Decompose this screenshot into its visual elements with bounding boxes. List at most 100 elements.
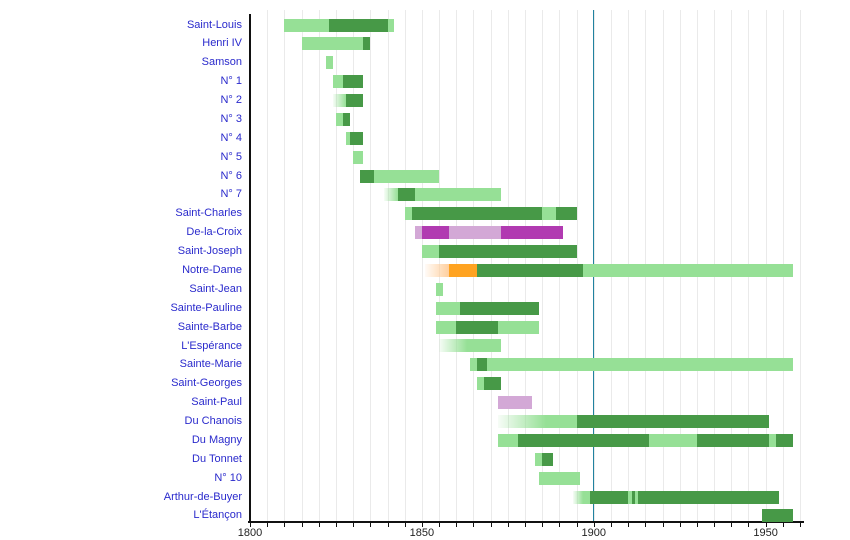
axis-tick: [731, 522, 733, 527]
gridline: [800, 10, 801, 521]
timeline-bar-segment: [497, 433, 519, 447]
row-label: Arthur-de-Buyer: [163, 490, 242, 503]
gridline: [335, 10, 337, 521]
axis-tick: [610, 522, 612, 527]
row-label: L'Espérance: [181, 339, 242, 352]
timeline-bar-segment: [476, 377, 484, 391]
timeline-bar-segment: [439, 339, 467, 353]
axis-tick: [473, 522, 475, 527]
axis-tick: [301, 522, 303, 527]
timeline-bar-segment: [346, 94, 364, 108]
timeline-bar-segment: [545, 414, 577, 428]
row-label: N° 5: [220, 150, 242, 163]
timeline-bar-segment: [470, 358, 477, 372]
timeline-bar-segment: [459, 301, 539, 315]
row-label: Sainte-Pauline: [170, 301, 242, 314]
row-label: L'Étançon: [193, 509, 242, 522]
axis-tick: [456, 522, 458, 527]
timeline-bar-segment: [360, 169, 374, 183]
tick-label: 1950: [753, 527, 778, 539]
row-label: Du Magny: [191, 433, 242, 446]
timeline-bar-segment: [583, 490, 591, 504]
row-label: Saint-Louis: [186, 18, 242, 31]
axis-tick: [318, 522, 320, 527]
row-label: N° 3: [220, 112, 242, 125]
row-label: Saint-Joseph: [177, 245, 242, 258]
axis-tick: [353, 522, 355, 527]
plot-area: [250, 10, 801, 523]
timeline-bar-segment: [397, 188, 415, 202]
timeline-bar-segment: [635, 490, 639, 504]
timeline-bar-segment: [342, 112, 350, 126]
axis-tick: [525, 522, 526, 527]
timeline-bar-segment: [325, 56, 333, 70]
gridline: [301, 10, 303, 521]
timeline-bar-segment: [542, 207, 556, 221]
axis-tick: [335, 522, 337, 527]
gridline: [370, 10, 372, 521]
axis-tick: [800, 522, 801, 527]
timeline-bar-segment: [497, 320, 539, 334]
timeline-bar-segment: [439, 245, 577, 259]
timeline-bar-segment: [411, 207, 543, 221]
axis-tick: [782, 522, 784, 527]
tick-label: 1800: [237, 527, 263, 539]
gridline: [267, 10, 269, 521]
timeline-bar-segment: [415, 188, 501, 202]
timeline-bar-segment: [421, 245, 440, 259]
timeline-bar-segment: [483, 377, 501, 391]
timeline-bar-segment: [775, 433, 794, 447]
timeline-bar-segment: [384, 188, 398, 202]
timeline-bar-segment: [342, 75, 364, 89]
timeline-bar-segment: [538, 471, 580, 485]
axis-tick: [284, 522, 286, 527]
axis-tick: [714, 522, 716, 527]
timeline-bar-segment: [542, 452, 553, 466]
timeline-bar-segment: [346, 131, 350, 145]
gridline: [387, 10, 389, 521]
row-label: Du Tonnet: [192, 452, 242, 465]
tick-label: 1900: [581, 527, 606, 539]
gridline: [318, 10, 320, 521]
timeline-bar-segment: [476, 263, 584, 277]
timeline-bar-segment: [435, 301, 460, 315]
timeline-bar-segment: [628, 490, 632, 504]
axis-tick: [490, 522, 492, 527]
timeline-bar-segment: [535, 452, 543, 466]
timeline-bar-segment: [555, 207, 577, 221]
axis-tick: [542, 522, 544, 527]
axis-tick: [507, 522, 509, 527]
axis-tick: [679, 522, 681, 527]
row-label: N° 7: [220, 188, 242, 201]
timeline-bar-segment: [349, 131, 364, 145]
timeline-bar-segment: [301, 37, 364, 51]
timeline-bar-segment: [638, 490, 780, 504]
timeline-bar-segment: [631, 490, 635, 504]
timeline-bar-segment: [583, 263, 794, 277]
axis-tick: [576, 522, 578, 527]
timeline-bar-segment: [762, 509, 794, 523]
row-label: Samson: [201, 56, 242, 69]
axis-tick: [628, 522, 630, 527]
gridline: [284, 10, 286, 521]
timeline-bar-segment: [696, 433, 770, 447]
timeline-bar-segment: [387, 18, 395, 32]
row-label: Sainte-Marie: [179, 358, 242, 371]
timeline-bar-segment: [487, 358, 794, 372]
row-label: De-la-Croix: [186, 226, 242, 239]
timeline-bar-segment: [332, 75, 343, 89]
timeline-bar-segment: [332, 94, 347, 108]
row-label: N° 4: [220, 131, 242, 144]
axis-tick: [696, 522, 698, 527]
axis-tick: [662, 522, 664, 527]
timeline-bar-segment: [648, 433, 697, 447]
timeline-bar-segment: [373, 169, 440, 183]
row-label: Du Chanois: [184, 415, 242, 428]
row-label: Sainte-Barbe: [177, 320, 242, 333]
timeline-bar-segment: [415, 226, 422, 240]
axis-tick: [250, 522, 251, 527]
row-label: Saint-Charles: [175, 207, 242, 220]
timeline-bar-segment: [449, 263, 477, 277]
row-label: N° 10: [214, 471, 242, 484]
row-label: N° 1: [220, 75, 242, 88]
